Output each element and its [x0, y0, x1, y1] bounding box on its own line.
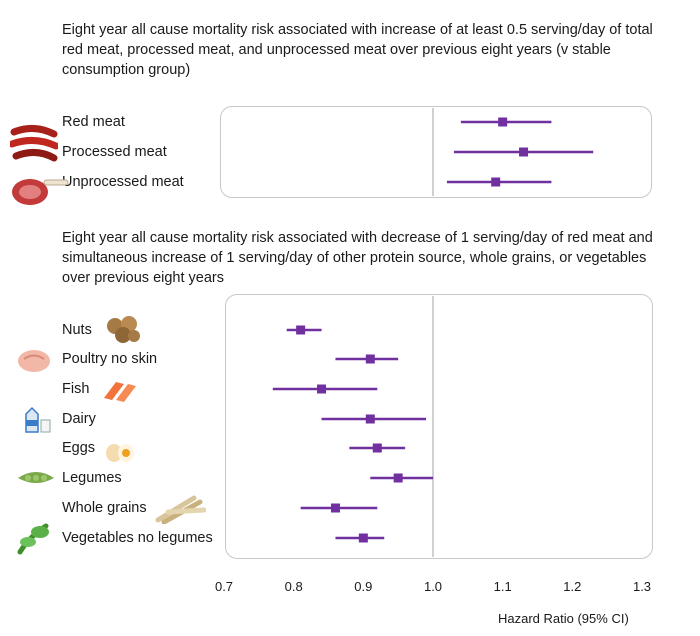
hr-marker	[358, 533, 368, 543]
row-label-fish: Fish	[62, 381, 90, 397]
x-tick-label: 1.0	[423, 579, 443, 594]
x-tick-label: 0.7	[214, 579, 234, 594]
row-label-poultry: Poultry no skin	[62, 351, 158, 367]
vegetables-icon	[17, 523, 49, 555]
hr-marker	[372, 443, 382, 453]
row-label-legumes: Legumes	[62, 470, 122, 486]
hr-marker	[393, 473, 403, 483]
hr-marker	[498, 117, 508, 127]
row-label-dairy: Dairy	[62, 411, 96, 427]
panel-2-title: Eight year all cause mortality risk asso…	[62, 230, 653, 286]
x-tick-label: 0.8	[284, 579, 303, 594]
x-axis-label: Hazard Ratio (95% CI)	[498, 611, 629, 626]
row-label-processed-meat: Processed meat	[62, 144, 167, 160]
poultry-icon	[18, 350, 50, 372]
panel-1-title: Eight year all cause mortality risk asso…	[62, 22, 653, 78]
x-tick-label: 1.2	[563, 579, 582, 594]
sausage-icon	[10, 125, 58, 162]
row-label-whole-grains: Whole grains	[62, 500, 147, 516]
hr-marker	[317, 384, 327, 394]
steak-icon	[12, 179, 69, 205]
dairy-icon	[25, 406, 51, 433]
fish-icon	[104, 382, 136, 402]
hr-marker	[296, 325, 306, 335]
hr-marker	[491, 177, 501, 187]
row-label-vegetables: Vegetables no legumes	[62, 530, 213, 546]
hr-marker	[519, 147, 529, 157]
hr-marker	[365, 354, 375, 364]
hr-marker	[365, 414, 375, 424]
whole-grains-icon	[155, 495, 206, 524]
row-label-unprocessed-meat: Unprocessed meat	[62, 174, 184, 190]
legumes-icon	[18, 472, 54, 483]
eggs-icon	[106, 444, 134, 462]
row-label-nuts: Nuts	[62, 322, 92, 338]
panel-2-frame	[225, 294, 653, 559]
row-label-eggs: Eggs	[62, 440, 96, 456]
nuts-icon	[107, 316, 140, 343]
row-label-red-meat: Red meat	[62, 114, 125, 130]
x-tick-label: 1.1	[493, 579, 512, 594]
x-tick-label: 1.3	[632, 579, 652, 594]
x-tick-label: 0.9	[354, 579, 373, 594]
hr-marker	[330, 503, 340, 513]
